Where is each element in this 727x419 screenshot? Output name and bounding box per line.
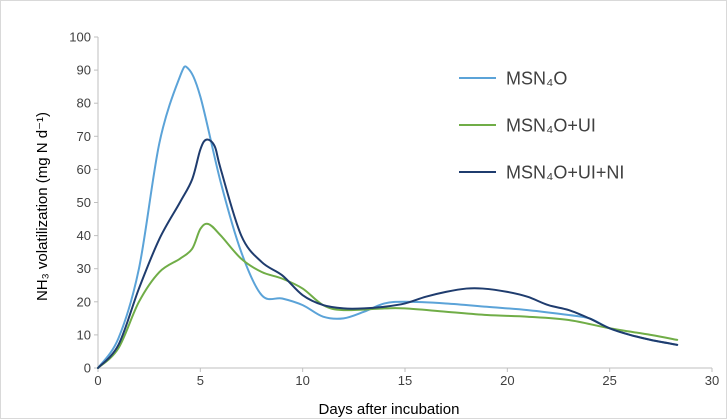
y-tick-label: 70 <box>77 129 91 144</box>
y-tick-label: 50 <box>77 195 91 210</box>
x-tick-label: 20 <box>500 373 514 388</box>
series-line <box>97 222 679 369</box>
y-tick-label: 80 <box>77 96 91 111</box>
x-axis-title: Days after incubation <box>319 401 460 418</box>
plot-area <box>97 65 679 369</box>
y-tick-label: 90 <box>77 63 91 78</box>
x-tick-label: 25 <box>602 373 616 388</box>
y-tick-label: 100 <box>69 30 91 45</box>
y-axis-title: NH₃ volatilization (mg N d⁻¹) <box>34 112 51 301</box>
y-tick-label: 20 <box>77 294 91 309</box>
chart-axes: 0 10 20 30 40 50 60 70 80 90 100 0 5 10 15 20 25 30 <box>69 30 719 389</box>
y-tick-label: 40 <box>77 228 91 243</box>
series-line <box>97 138 679 369</box>
x-tick-label: 10 <box>295 373 309 388</box>
legend-label: MSN₄O <box>506 69 567 89</box>
chart-legend: MSN₄O MSN₄O+UI MSN₄O+UI+NI <box>459 69 624 183</box>
x-tick-label: 30 <box>705 373 719 388</box>
x-tick-label: 5 <box>197 373 204 388</box>
legend-label: MSN₄O+UI <box>506 116 596 136</box>
y-tick-label: 0 <box>84 361 91 376</box>
x-tick-label: 0 <box>94 373 101 388</box>
legend-label: MSN₄O+UI+NI <box>506 163 624 183</box>
x-tick-label: 15 <box>398 373 412 388</box>
y-tick-label: 10 <box>77 327 91 342</box>
y-tick-label: 30 <box>77 261 91 276</box>
series-line <box>97 65 679 369</box>
y-tick-label: 60 <box>77 162 91 177</box>
